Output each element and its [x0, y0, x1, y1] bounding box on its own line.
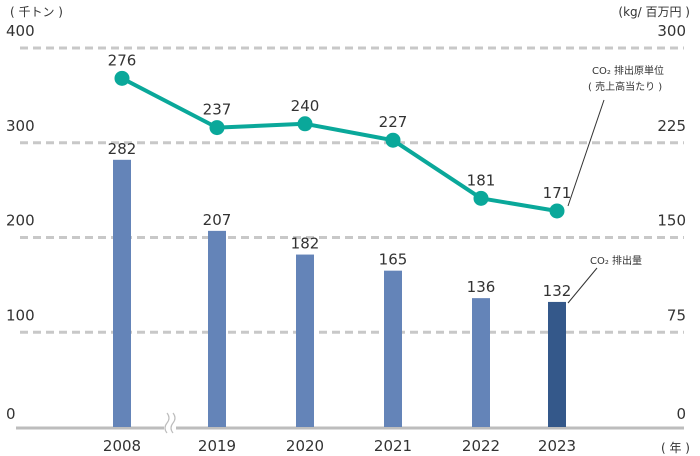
bar	[296, 254, 314, 427]
right-axis-unit-label: (kg/ 百万円 )	[618, 5, 690, 19]
line-callout-label-1: CO₂ 排出原単位	[592, 64, 664, 77]
line-value-label: 276	[108, 51, 137, 69]
right-tick-label: 75	[667, 306, 686, 324]
bar-value-label: 282	[108, 140, 137, 158]
line-point	[114, 70, 130, 86]
bar-value-label: 165	[379, 251, 408, 269]
right-tick-label: 150	[657, 212, 686, 230]
x-tick-label: 2022	[462, 437, 500, 455]
bar-value-label: 136	[467, 278, 496, 296]
line-value-label: 181	[467, 171, 496, 189]
right-tick-label: 300	[657, 22, 686, 40]
left-tick-label: 100	[6, 306, 35, 324]
line-value-label: 227	[379, 113, 408, 131]
line-value-label: 237	[203, 101, 232, 119]
line-callout-label-2: ( 売上高当たり )	[588, 80, 662, 93]
x-axis-unit-label: ( 年 )	[661, 441, 690, 455]
bar-series	[113, 159, 566, 427]
line-point	[549, 203, 565, 219]
right-tick-label: 0	[676, 405, 686, 423]
line-callout-leader	[567, 99, 605, 207]
x-tick-label: 2008	[103, 437, 141, 455]
axis-break-mark-1	[164, 412, 170, 434]
axis-break-mark-2	[170, 412, 176, 434]
bar	[472, 298, 490, 427]
x-tick-label: 2019	[198, 437, 236, 455]
bar	[548, 301, 566, 427]
line-point	[385, 132, 401, 148]
left-tick-label: 300	[6, 117, 35, 135]
right-tick-label: 225	[657, 117, 686, 135]
line-series	[114, 70, 565, 219]
bar-value-label: 207	[203, 211, 232, 229]
x-tick-label: 2021	[374, 437, 412, 455]
axis-break-gap	[164, 413, 176, 433]
bar	[208, 230, 226, 427]
x-tick-label: 2020	[286, 437, 324, 455]
line-point	[297, 116, 313, 132]
bar-value-label: 132	[543, 282, 572, 300]
bar	[113, 159, 131, 427]
left-tick-label: 200	[6, 212, 35, 230]
left-tick-label: 400	[6, 22, 35, 40]
left-tick-label: 0	[6, 405, 16, 423]
bar-value-label: 182	[291, 235, 320, 253]
line-point	[473, 190, 489, 206]
bar-callout-label: CO₂ 排出量	[590, 254, 642, 267]
line-point	[209, 120, 225, 136]
data-labels: 282 207 182 165 136 132 276 237 240 227 181 171	[108, 51, 572, 300]
line-value-label: 171	[543, 184, 572, 202]
bar-callout-leader	[567, 267, 598, 304]
left-axis-unit-label: ( 千トン )	[10, 5, 63, 19]
annotations: CO₂ 排出量 CO₂ 排出原単位 ( 売上高当たり )	[567, 64, 664, 304]
x-tick-label: 2023	[538, 437, 576, 455]
bar	[384, 270, 402, 427]
axes: ( 千トン ) (kg/ 百万円 ) ( 年 ) 0 100 200 300 400 0 7…	[6, 5, 690, 455]
line-value-label: 240	[291, 97, 320, 115]
line-path	[121, 76, 558, 213]
